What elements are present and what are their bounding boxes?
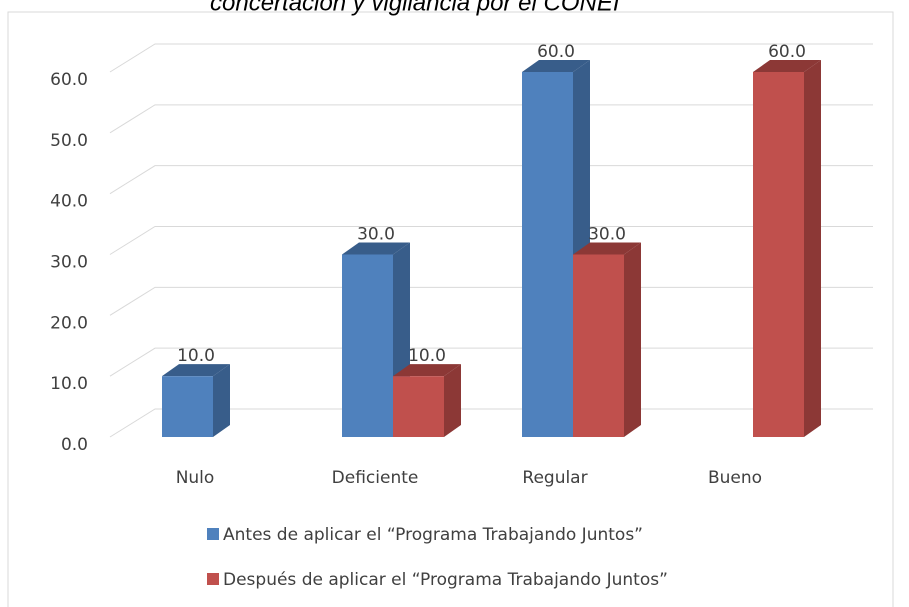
y-tick-label: 0.0 <box>61 435 88 455</box>
grid-line <box>109 43 873 73</box>
bar <box>393 364 461 437</box>
legend-label: Después de aplicar el “Programa Trabajan… <box>223 570 668 590</box>
y-tick-label: 30.0 <box>50 253 88 273</box>
y-tick-label: 50.0 <box>50 131 88 151</box>
grid-line <box>109 165 873 195</box>
value-label: 30.0 <box>357 225 395 245</box>
bar <box>573 242 641 437</box>
value-label: 10.0 <box>177 346 215 366</box>
chart-title: concertación y vigilancia por el CONEI <box>210 0 620 16</box>
bar <box>162 364 230 437</box>
value-label: 30.0 <box>588 225 626 245</box>
x-tick-label: Deficiente <box>332 468 419 488</box>
grid-line <box>109 104 873 134</box>
legend-label: Antes de aplicar el “Programa Trabajando… <box>223 525 643 545</box>
x-tick-label: Bueno <box>708 468 762 488</box>
grid-line <box>109 226 873 255</box>
value-label: 60.0 <box>537 42 575 62</box>
y-tick-label: 40.0 <box>50 192 88 212</box>
y-tick-label: 60.0 <box>50 70 88 90</box>
x-tick-label: Regular <box>522 468 587 488</box>
value-label: 60.0 <box>768 42 806 62</box>
y-tick-label: 10.0 <box>50 374 88 394</box>
legend-swatch <box>207 573 219 585</box>
x-tick-label: Nulo <box>176 468 215 488</box>
y-tick-label: 20.0 <box>50 313 88 333</box>
chart-frame <box>7 11 894 607</box>
value-label: 10.0 <box>408 346 446 366</box>
bar <box>753 60 821 437</box>
legend-swatch <box>207 528 219 540</box>
